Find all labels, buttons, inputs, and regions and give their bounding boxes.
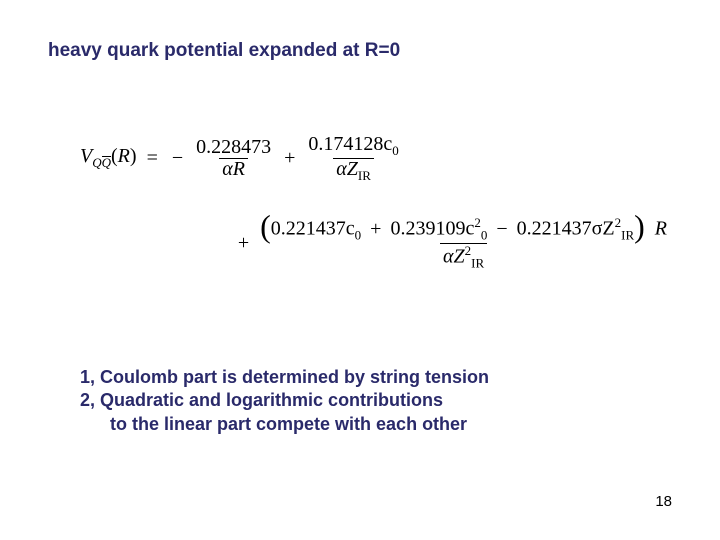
slide-title: heavy quark potential expanded at R=0 bbox=[48, 40, 680, 62]
equation-line-1: VQQ(R) = − 0.228473 αR + 0.174128c0 αZIR bbox=[48, 134, 680, 182]
term2-denominator: αZIR bbox=[333, 158, 374, 183]
eq-lhs-arg: R bbox=[118, 145, 130, 167]
eq-lhs: VQQ(R) bbox=[80, 145, 137, 171]
term3-numerator: (0.221437c0 + 0.239109c20 − 0.221437σZ2I… bbox=[257, 216, 670, 242]
term3-denominator: αZ2IR bbox=[440, 243, 487, 270]
term3-plus: + bbox=[234, 232, 253, 255]
conclusions: 1, Coulomb part is determined by string … bbox=[80, 366, 680, 436]
term2-sign: + bbox=[280, 147, 299, 170]
conclusion-2a: 2, Quadratic and logarithmic contributio… bbox=[80, 389, 680, 412]
conclusion-1: 1, Coulomb part is determined by string … bbox=[80, 366, 680, 389]
term1-fraction: 0.228473 αR bbox=[193, 137, 274, 180]
equation-line-2: + (0.221437c0 + 0.239109c20 − 0.221437σZ… bbox=[48, 216, 680, 270]
term1-denominator: αR bbox=[222, 158, 245, 180]
slide: heavy quark potential expanded at R=0 VQ… bbox=[0, 0, 720, 540]
conclusion-2b: to the linear part compete with each oth… bbox=[80, 413, 680, 436]
eq-lhs-sub: QQ bbox=[92, 155, 111, 170]
equals-sign: = bbox=[143, 147, 162, 170]
term2-numerator: 0.174128c0 bbox=[305, 134, 401, 158]
term1-numerator: 0.228473 bbox=[193, 137, 274, 158]
eq-lhs-symbol: V bbox=[80, 145, 92, 167]
page-number: 18 bbox=[655, 493, 672, 510]
term2-fraction: 0.174128c0 αZIR bbox=[305, 134, 401, 182]
term3-fraction: (0.221437c0 + 0.239109c20 − 0.221437σZ2I… bbox=[257, 216, 670, 270]
term1-sign: − bbox=[168, 147, 187, 170]
equation-block: VQQ(R) = − 0.228473 αR + 0.174128c0 αZIR… bbox=[48, 62, 680, 270]
